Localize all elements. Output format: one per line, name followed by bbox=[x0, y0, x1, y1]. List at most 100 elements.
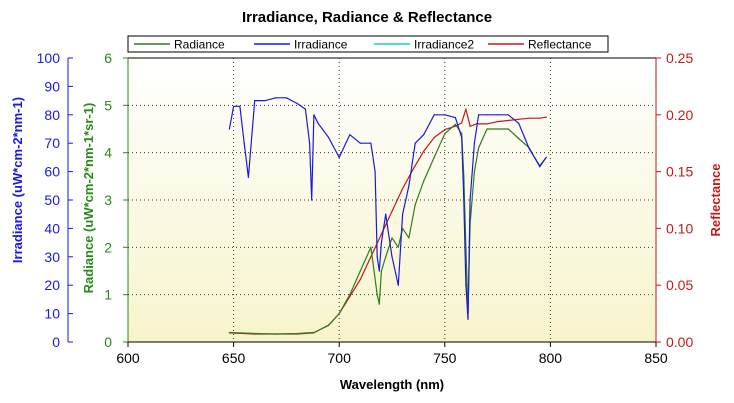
series-radiance-point bbox=[473, 171, 475, 173]
irradiance-axis-tick-label: 80 bbox=[44, 107, 60, 123]
series-radiance-point bbox=[478, 147, 480, 149]
series-irradiance-point bbox=[254, 100, 256, 102]
series-irradiance-point bbox=[518, 122, 520, 124]
radiance-axis-tick-label: 4 bbox=[104, 145, 112, 161]
chart-title: Irradiance, Radiance & Reflectance bbox=[242, 9, 492, 26]
series-irradiance-point bbox=[545, 156, 547, 158]
series-radiance-point bbox=[296, 332, 298, 335]
legend-label-irradiance: Irradiance bbox=[294, 38, 348, 52]
irradiance-axis: 0 10 20 30 40 50 60 70 80 90 100 bbox=[37, 50, 73, 350]
series-irradiance-point bbox=[402, 213, 404, 215]
x-axis-tick-label: 750 bbox=[433, 350, 457, 366]
series-irradiance-point bbox=[247, 176, 249, 178]
series-radiance-point bbox=[397, 246, 399, 248]
x-axis: 600 650 700 750 800 850 bbox=[116, 342, 668, 366]
series-irradiance-point bbox=[243, 142, 245, 144]
irradiance-axis-tick-label: 90 bbox=[44, 78, 60, 94]
series-radiance-point bbox=[408, 237, 410, 239]
series-irradiance-point bbox=[359, 142, 361, 144]
series-reflectance-point bbox=[402, 188, 404, 190]
series-radiance-point bbox=[433, 156, 435, 158]
series-irradiance-point bbox=[228, 128, 230, 130]
series-radiance-point bbox=[378, 303, 380, 305]
series-irradiance-point bbox=[539, 165, 541, 167]
series-irradiance-point bbox=[338, 156, 340, 158]
series-radiance-point bbox=[454, 123, 456, 125]
series-reflectance-point bbox=[391, 210, 393, 212]
series-irradiance-point bbox=[391, 256, 393, 258]
series-irradiance-point bbox=[385, 213, 387, 215]
irradiance-axis-tick-label: 70 bbox=[44, 135, 60, 151]
reflectance-axis-tick-label: 0.00 bbox=[666, 334, 693, 350]
series-radiance-point bbox=[275, 333, 277, 335]
x-axis-tick-label: 850 bbox=[644, 350, 668, 366]
series-irradiance-point bbox=[296, 102, 298, 104]
series-irradiance-point bbox=[469, 199, 471, 201]
radiance-axis-tick-label: 3 bbox=[104, 192, 112, 208]
radiance-axis-tick-label: 5 bbox=[104, 97, 112, 113]
reflectance-axis-tick-label: 0.20 bbox=[666, 107, 693, 123]
series-irradiance-point bbox=[233, 105, 235, 107]
legend-label-radiance: Radiance bbox=[174, 38, 225, 52]
series-irradiance-point bbox=[507, 114, 509, 116]
series-irradiance-point bbox=[408, 185, 410, 187]
series-reflectance-point bbox=[359, 278, 361, 281]
series-reflectance-point bbox=[444, 129, 446, 131]
legend-label-reflectance: Reflectance bbox=[528, 38, 592, 52]
series-irradiance-point bbox=[414, 142, 416, 144]
series-irradiance-point bbox=[433, 114, 435, 116]
radiance-axis-tick-label: 0 bbox=[104, 334, 112, 350]
series-irradiance-point bbox=[465, 284, 467, 286]
irradiance-axis-tick-label: 40 bbox=[44, 220, 60, 236]
series-reflectance-point bbox=[539, 117, 541, 119]
series-irradiance-point bbox=[378, 270, 380, 272]
series-radiance-point bbox=[385, 256, 387, 258]
series-reflectance-point bbox=[518, 118, 520, 120]
series-radiance-point bbox=[391, 237, 393, 239]
series-radiance-point bbox=[497, 128, 499, 130]
series-radiance-point bbox=[444, 133, 446, 135]
series-radiance-point bbox=[461, 133, 463, 135]
reflectance-axis-title: Reflectance bbox=[708, 164, 723, 237]
series-radiance-point bbox=[338, 313, 340, 315]
series-reflectance-point bbox=[370, 256, 372, 258]
series-radiance-point bbox=[370, 246, 372, 248]
series-irradiance-line bbox=[228, 97, 547, 320]
series-reflectance-point bbox=[486, 123, 488, 125]
series-irradiance-point bbox=[461, 136, 463, 139]
radiance-axis-title: Radiance (uW*cm-2*nm-1*sr-1) bbox=[81, 103, 96, 294]
series-reflectance-point bbox=[507, 119, 509, 122]
series-radiance-point bbox=[328, 324, 330, 326]
series-irradiance-point bbox=[497, 114, 499, 116]
series-irradiance-point bbox=[467, 318, 469, 320]
series-reflectance-point bbox=[497, 121, 499, 123]
series-irradiance-point bbox=[239, 105, 241, 107]
irradiance-axis-tick-label: 30 bbox=[44, 249, 60, 265]
grid-layer bbox=[128, 58, 656, 342]
series-irradiance-point bbox=[444, 114, 446, 116]
series-radiance-point bbox=[414, 204, 416, 206]
series-irradiance-point bbox=[478, 114, 480, 116]
series-radiance-point bbox=[539, 166, 541, 168]
radiance-axis: 0 1 2 3 4 5 6 bbox=[104, 50, 129, 350]
chart-legend: Radiance Irradiance Irradiance2 Reflectance bbox=[127, 35, 609, 53]
reflectance-axis-tick-label: 0.05 bbox=[666, 277, 693, 293]
series-irradiance-point bbox=[370, 142, 372, 144]
series-irradiance-point bbox=[317, 122, 319, 124]
series-radiance-point bbox=[486, 128, 488, 130]
irradiance-axis-tick-label: 20 bbox=[44, 277, 60, 293]
series-radiance-point bbox=[376, 294, 378, 296]
series-layer bbox=[228, 97, 547, 335]
series-reflectance-point bbox=[454, 125, 456, 127]
series-radiance-point bbox=[313, 331, 315, 334]
irradiance-axis-tick-label: 10 bbox=[44, 306, 60, 322]
irradiance-axis-tick-label: 60 bbox=[44, 164, 60, 180]
x-axis-tick-label: 650 bbox=[222, 350, 246, 366]
series-radiance-point bbox=[423, 180, 425, 182]
series-irradiance-point bbox=[376, 256, 378, 258]
series-reflectance-point bbox=[380, 233, 382, 235]
x-axis-tick-label: 600 bbox=[116, 350, 140, 366]
irradiance-axis-tick-label: 100 bbox=[37, 50, 61, 66]
